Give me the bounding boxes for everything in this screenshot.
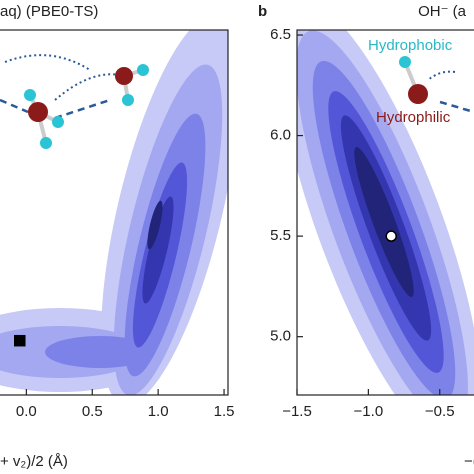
contour-a	[0, 30, 228, 395]
x-tick-label: 0.0	[16, 403, 37, 420]
x-tick-label: 0.5	[82, 403, 103, 420]
marker	[385, 230, 397, 242]
x-tick-label: 1.0	[148, 403, 169, 420]
y-tick-label: 6.5	[270, 26, 291, 43]
contour-b	[297, 30, 474, 395]
frame	[0, 29, 229, 396]
x-tick-label: 1.5	[214, 403, 235, 420]
chart-title: OH⁻ (a	[418, 3, 467, 20]
chart-title: aq) (PBE0-TS)	[0, 3, 98, 20]
x-tick-label: −0.5	[425, 403, 455, 420]
molecule-illustration	[0, 54, 474, 149]
frame	[296, 29, 474, 396]
y-tick-label: 5.0	[270, 328, 291, 345]
x-axis-label: −(v	[464, 453, 474, 470]
annotation: Hydrophobic	[368, 37, 453, 54]
x-tick-label: −1.5	[282, 403, 312, 420]
panel-label: b	[258, 3, 267, 20]
y-tick-label: 5.5	[270, 227, 291, 244]
annotation: Hydrophilic	[376, 109, 451, 126]
marker	[14, 334, 26, 347]
y-tick-label: 6.0	[270, 127, 291, 144]
x-axis-label: + v₂)/2 (Å)	[0, 453, 68, 470]
x-tick-label: −1.0	[354, 403, 384, 420]
